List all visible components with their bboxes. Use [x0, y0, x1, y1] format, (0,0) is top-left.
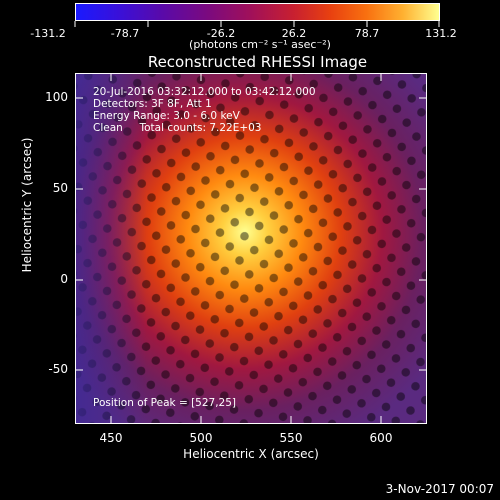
y-tick-label: 0 [60, 272, 68, 286]
info-line: Clean Total counts: 7.22E+03 [93, 122, 262, 134]
colorbar [75, 3, 440, 21]
colorbar-tick-label: -131.2 [30, 27, 66, 40]
colorbar-ticks [74, 21, 440, 27]
colorbar-tick-label: -26.2 [206, 27, 236, 40]
info-line: Detectors: 3F 8F, Att 1 [93, 98, 212, 110]
colorbar-unit-label: (photons cm⁻² s⁻¹ asec⁻²) [189, 38, 331, 51]
x-axis-label: Heliocentric X (arcsec) [183, 447, 319, 461]
y-tick-label: 100 [45, 90, 68, 104]
x-tick-label: 500 [189, 431, 213, 445]
colorbar-tick-label: 131.2 [425, 27, 457, 40]
peak-position-label: Position of Peak = [527,25] [93, 397, 237, 409]
rhessi-image-map [76, 74, 426, 423]
info-line: Energy Range: 3.0 - 6.0 keV [93, 110, 240, 122]
colorbar-tick-label: -78.7 [110, 27, 140, 40]
generation-datestamp: 3-Nov-2017 00:07 [385, 482, 494, 496]
y-tick-label: 50 [52, 181, 68, 195]
y-tick-label: -50 [48, 362, 68, 376]
rhessi-image-plot [75, 73, 427, 424]
colorbar-tick-label: 78.7 [354, 27, 380, 40]
y-axis-label: Heliocentric Y (arcsec) [20, 137, 34, 273]
x-tick-label: 600 [369, 431, 393, 445]
x-tick-label: 450 [99, 431, 123, 445]
x-tick-label: 550 [279, 431, 303, 445]
info-line: 20-Jul-2016 03:32:12.000 to 03:42:12.000 [93, 86, 316, 98]
colorbar-tick-label: 26.2 [281, 27, 307, 40]
plot-title: Reconstructed RHESSI Image [147, 53, 368, 71]
